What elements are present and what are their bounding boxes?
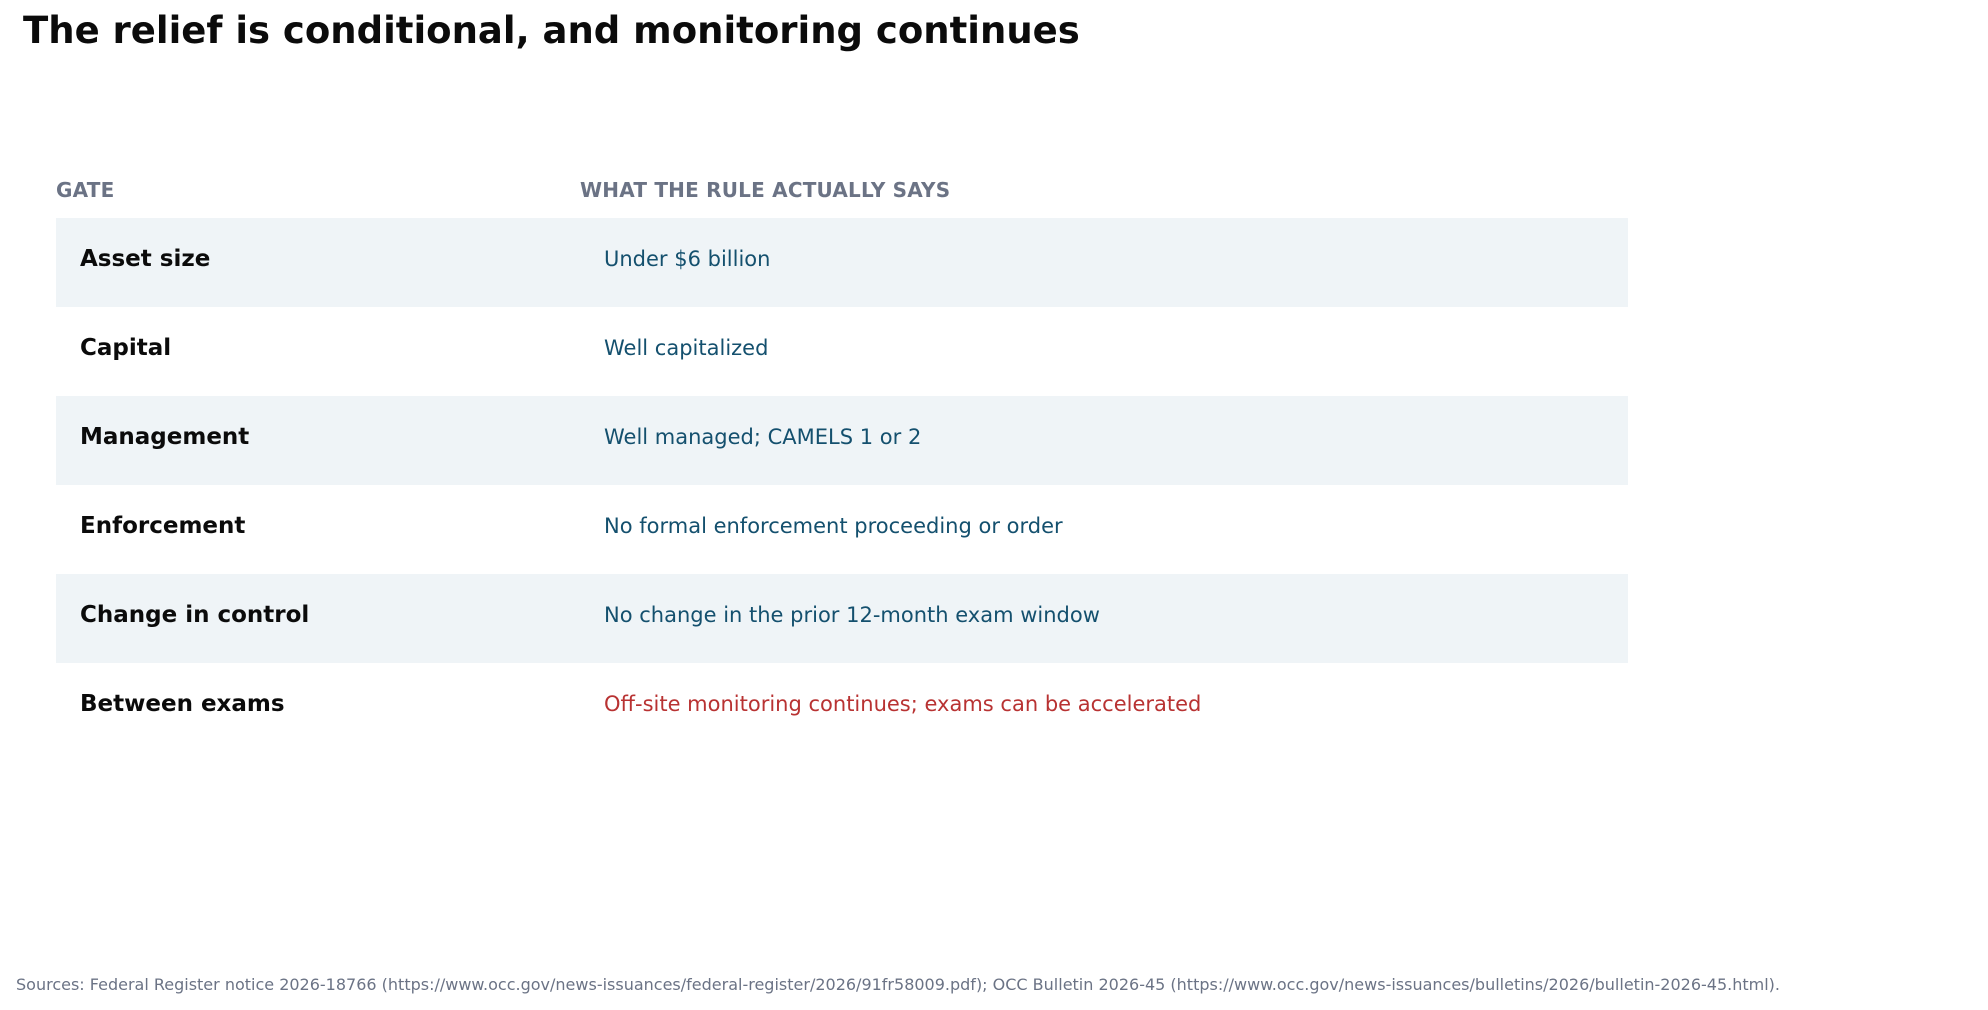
rule-cell: Well capitalized — [604, 336, 769, 360]
page-title: The relief is conditional, and monitorin… — [23, 9, 1080, 52]
table-row: Enforcement No formal enforcement procee… — [56, 485, 1628, 574]
gate-cell: Management — [80, 424, 250, 450]
table-header-row: GATE WHAT THE RULE ACTUALLY SAYS — [56, 172, 1628, 218]
rule-cell: No formal enforcement proceeding or orde… — [604, 514, 1063, 538]
gate-cell: Change in control — [80, 602, 310, 628]
rule-cell: Well managed; CAMELS 1 or 2 — [604, 425, 922, 449]
table-row: Asset size Under $6 billion — [56, 218, 1628, 307]
gate-cell: Between exams — [80, 691, 285, 717]
table-row: Between exams Off-site monitoring contin… — [56, 663, 1628, 752]
rule-cell: No change in the prior 12-month exam win… — [604, 603, 1100, 627]
table-row: Capital Well capitalized — [56, 307, 1628, 396]
rule-cell: Under $6 billion — [604, 247, 771, 271]
table-row: Management Well managed; CAMELS 1 or 2 — [56, 396, 1628, 485]
column-header-gate: GATE — [56, 178, 115, 202]
table-row: Change in control No change in the prior… — [56, 574, 1628, 663]
gate-table: GATE WHAT THE RULE ACTUALLY SAYS Asset s… — [56, 172, 1628, 752]
gate-cell: Capital — [80, 335, 172, 361]
sources-note: Sources: Federal Register notice 2026-18… — [16, 975, 1781, 994]
gate-cell: Asset size — [80, 246, 211, 272]
rule-cell-warning: Off-site monitoring continues; exams can… — [604, 692, 1202, 716]
column-header-rule: WHAT THE RULE ACTUALLY SAYS — [580, 178, 951, 202]
gate-cell: Enforcement — [80, 513, 246, 539]
